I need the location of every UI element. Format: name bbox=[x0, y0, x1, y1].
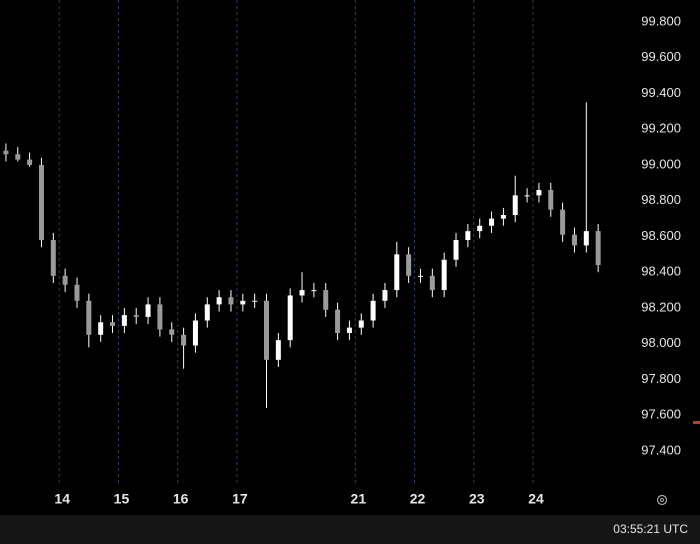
candle-body bbox=[264, 300, 270, 360]
candle-body bbox=[181, 334, 187, 346]
candle-body bbox=[382, 290, 388, 301]
candle-body bbox=[560, 209, 566, 235]
x-tick-label: 22 bbox=[410, 491, 426, 507]
y-tick-label: 99.800 bbox=[641, 13, 681, 28]
candle-body bbox=[204, 304, 210, 321]
candle-body bbox=[287, 295, 293, 341]
candle-body bbox=[15, 154, 21, 160]
candle-body bbox=[192, 320, 198, 346]
candle-body bbox=[429, 275, 435, 291]
x-tick-label: 24 bbox=[528, 491, 544, 507]
candle-body bbox=[74, 284, 80, 301]
candle-body bbox=[346, 327, 352, 333]
candle-body bbox=[50, 240, 56, 276]
y-tick-label: 97.600 bbox=[641, 407, 681, 422]
candle-body bbox=[571, 234, 577, 246]
last-price-marker bbox=[693, 421, 700, 424]
candle-body bbox=[512, 195, 518, 216]
candle-body bbox=[536, 190, 542, 196]
candle-body bbox=[228, 297, 234, 305]
y-tick-label: 98.400 bbox=[641, 264, 681, 279]
x-tick-label: 17 bbox=[232, 491, 248, 507]
candle-body bbox=[524, 195, 530, 197]
settings-icon[interactable] bbox=[656, 494, 668, 506]
x-tick-label: 14 bbox=[54, 491, 70, 507]
candle-body bbox=[133, 315, 139, 317]
candle-body bbox=[299, 290, 305, 296]
candle-body bbox=[406, 254, 412, 276]
candle-body bbox=[98, 322, 104, 335]
candle-body bbox=[311, 290, 317, 292]
y-tick-label: 99.000 bbox=[641, 156, 681, 171]
x-tick-label: 21 bbox=[351, 491, 367, 507]
candle-body bbox=[394, 254, 400, 291]
candle-body bbox=[169, 329, 175, 335]
candle-body bbox=[157, 304, 163, 330]
y-tick-label: 97.800 bbox=[641, 371, 681, 386]
candle-body bbox=[370, 300, 376, 321]
y-tick-label: 99.600 bbox=[641, 49, 681, 64]
clock: 03:55:21 UTC bbox=[613, 522, 688, 536]
candle-body bbox=[121, 315, 127, 326]
candle-body bbox=[489, 218, 495, 226]
y-tick-label: 98.800 bbox=[641, 192, 681, 207]
y-tick-label: 98.600 bbox=[641, 228, 681, 243]
candle-body bbox=[62, 275, 68, 285]
candle-body bbox=[335, 309, 341, 333]
candle-body bbox=[358, 320, 364, 328]
candle-body bbox=[453, 240, 459, 260]
candle-body bbox=[145, 304, 151, 317]
candle-body bbox=[477, 225, 483, 232]
candle-body bbox=[583, 231, 589, 246]
candle-body bbox=[252, 300, 258, 302]
candle-body bbox=[275, 340, 281, 360]
candle-body bbox=[86, 300, 92, 335]
candle-body bbox=[3, 150, 9, 155]
candle-body bbox=[110, 322, 116, 326]
candle-body bbox=[500, 215, 506, 219]
y-tick-label: 97.400 bbox=[641, 442, 681, 457]
candle-body bbox=[595, 231, 601, 266]
x-tick-label: 16 bbox=[173, 491, 189, 507]
y-tick-label: 98.200 bbox=[641, 299, 681, 314]
y-tick-label: 98.000 bbox=[641, 335, 681, 350]
candle-body bbox=[38, 164, 44, 241]
y-tick-label: 99.400 bbox=[641, 85, 681, 100]
x-tick-label: 23 bbox=[469, 491, 485, 507]
x-tick-label: 15 bbox=[114, 491, 130, 507]
candle-body bbox=[548, 190, 554, 210]
candle-body bbox=[27, 159, 33, 165]
candle-body bbox=[417, 275, 423, 277]
y-tick-label: 99.200 bbox=[641, 121, 681, 136]
candle-body bbox=[441, 259, 447, 291]
status-bar bbox=[0, 515, 700, 544]
candle-body bbox=[216, 297, 222, 305]
candle-body bbox=[240, 300, 246, 305]
candle-body bbox=[465, 231, 471, 241]
candle-body bbox=[323, 290, 329, 310]
